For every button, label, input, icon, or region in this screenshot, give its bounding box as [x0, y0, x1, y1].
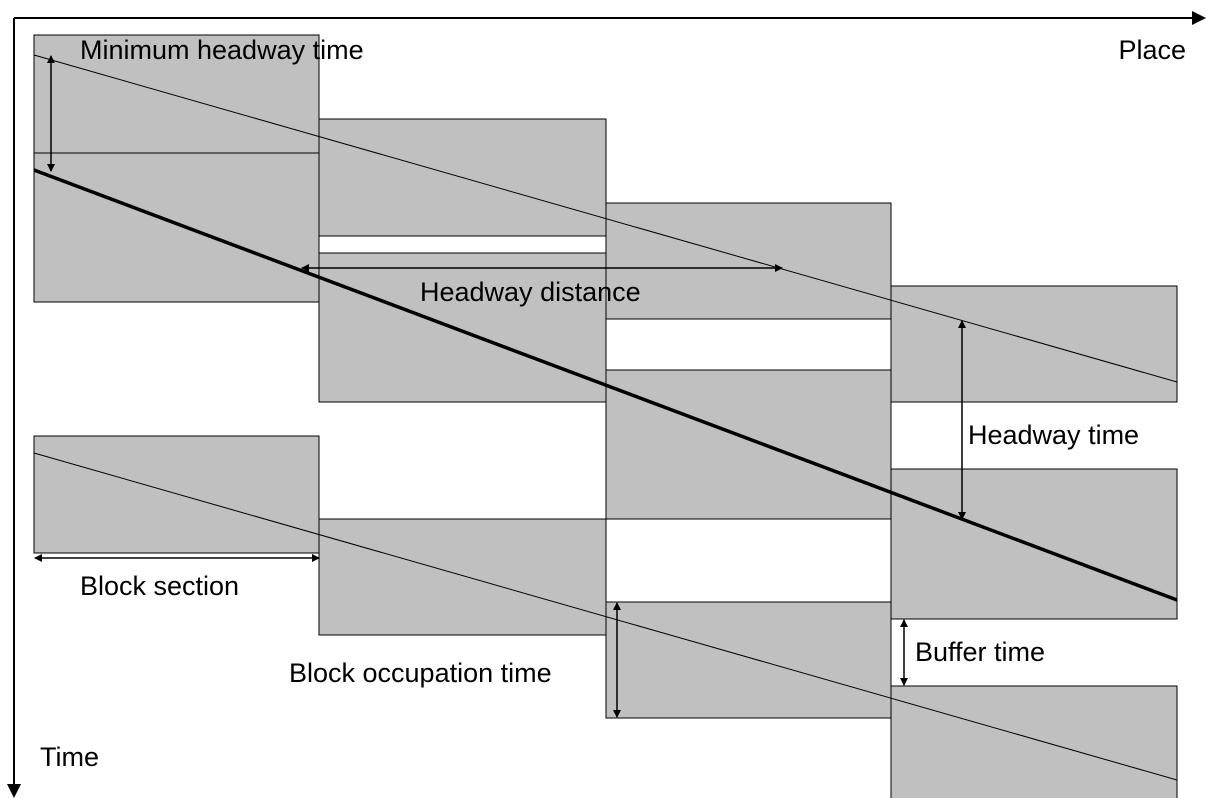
label: Block section: [80, 571, 239, 601]
train-line: [33, 54, 1178, 383]
block: [605, 369, 892, 520]
block: [33, 435, 320, 554]
train-line: [33, 452, 1178, 781]
block: [33, 152, 320, 303]
label: Headway distance: [420, 277, 641, 307]
block: [890, 685, 1178, 798]
block: [890, 285, 1178, 403]
labels: Minimum headway time Place Headway dista…: [40, 35, 1186, 772]
block: [318, 252, 607, 403]
label: Buffer time: [915, 637, 1045, 667]
axes: [7, 11, 1206, 798]
label: Place: [1118, 35, 1186, 65]
block: [605, 202, 892, 320]
block: [605, 601, 892, 719]
block: [318, 518, 607, 636]
label: Block occupation time: [289, 658, 552, 688]
block: [890, 468, 1178, 620]
label: Minimum headway time: [80, 35, 364, 65]
blocks: [33, 34, 1178, 798]
train-line: [33, 168, 1178, 602]
block: [33, 34, 320, 154]
label: Headway time: [968, 420, 1139, 450]
dimension-arrows: [34, 55, 966, 718]
label: Time: [40, 742, 99, 772]
train-paths: [33, 54, 1178, 781]
